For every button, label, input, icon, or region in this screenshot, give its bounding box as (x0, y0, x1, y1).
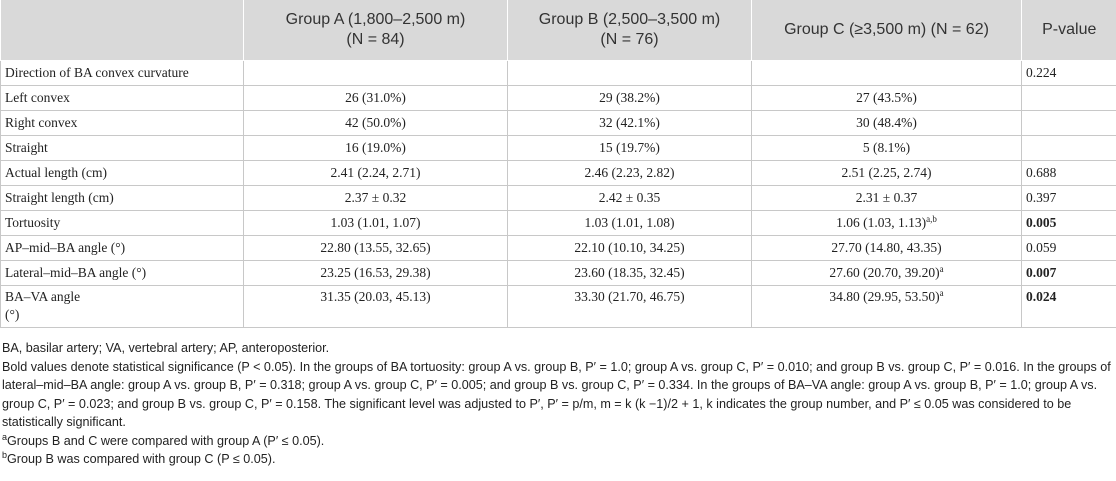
cell-p-value: 0.397 (1021, 184, 1116, 211)
row-label: Right convex (0, 109, 244, 136)
cell-group-a: 42 (50.0%) (243, 109, 508, 136)
cell-p-value: 0.007 (1021, 259, 1116, 286)
cell-group-a: 26 (31.0%) (243, 84, 508, 111)
cell-group-b: 15 (19.7%) (507, 134, 752, 161)
header-group-c: Group C (≥3,500 m) (N = 62) (751, 0, 1022, 61)
cell-group-a: 31.35 (20.03, 45.13) (243, 284, 508, 328)
results-table: Group A (1,800–2,500 m) (N = 84) Group B… (0, 0, 1116, 328)
row-label: Left convex (0, 84, 244, 111)
footnote-b: bGroup B was compared with group C (P ≤ … (2, 450, 1114, 469)
cell-value: 1.06 (1.03, 1.13) (836, 214, 927, 230)
abbreviations-note: BA, basilar artery; VA, vertebral artery… (2, 341, 330, 355)
table-footnotes: BA, basilar artery; VA, vertebral artery… (2, 339, 1114, 469)
cell-value: 27.60 (20.70, 39.20) (829, 264, 940, 280)
cell-group-c: 2.51 (2.25, 2.74) (751, 159, 1022, 186)
footnote-marker: a (939, 287, 944, 298)
cell-p-value (1021, 134, 1116, 161)
table-row: Lateral–mid–BA angle (°) 23.25 (16.53, 2… (0, 259, 1116, 286)
cell-group-b: 22.10 (10.10, 34.25) (507, 234, 752, 261)
row-label: Direction of BA convex curvature (0, 59, 244, 86)
cell-p-value: 0.688 (1021, 159, 1116, 186)
cell-group-a: 16 (19.0%) (243, 134, 508, 161)
cell-group-a: 23.25 (16.53, 29.38) (243, 259, 508, 286)
cell-group-c (751, 59, 1022, 86)
table-row: Tortuosity 1.03 (1.01, 1.07) 1.03 (1.01,… (0, 209, 1116, 236)
cell-group-b: 32 (42.1%) (507, 109, 752, 136)
cell-group-c: 27.70 (14.80, 43.35) (751, 234, 1022, 261)
cell-group-c: 5 (8.1%) (751, 134, 1022, 161)
cell-group-a: 2.37 ± 0.32 (243, 184, 508, 211)
row-label: Straight length (cm) (0, 184, 244, 211)
cell-p-value (1021, 109, 1116, 136)
header-p-value: P-value (1021, 0, 1116, 61)
cell-group-b: 2.42 ± 0.35 (507, 184, 752, 211)
row-label: Actual length (cm) (0, 159, 244, 186)
significance-note: Bold values denote statistical significa… (2, 359, 1111, 430)
cell-p-value (1021, 84, 1116, 111)
cell-group-c: 2.31 ± 0.37 (751, 184, 1022, 211)
cell-value: 2.31 ± 0.37 (855, 189, 918, 205)
cell-group-a: 2.41 (2.24, 2.71) (243, 159, 508, 186)
header-group-b: Group B (2,500–3,500 m) (N = 76) (507, 0, 752, 61)
cell-value: 27.70 (14.80, 43.35) (831, 239, 942, 255)
cell-value: 34.80 (29.95, 53.50) (829, 288, 940, 304)
header-line2: (N = 76) (600, 30, 659, 48)
header-line1: Group C (≥3,500 m) (N = 62) (784, 20, 989, 38)
cell-group-b: 2.46 (2.23, 2.82) (507, 159, 752, 186)
footnote-a-marker: a (2, 431, 8, 442)
table-row: Left convex 26 (31.0%) 29 (38.2%) 27 (43… (0, 84, 1116, 111)
cell-group-c: 27.60 (20.70, 39.20)a (751, 259, 1022, 286)
cell-p-value: 0.024 (1021, 284, 1116, 328)
header-label-col (0, 0, 244, 61)
cell-value: 30 (48.4%) (856, 114, 917, 130)
header-line1: Group B (2,500–3,500 m) (538, 10, 721, 28)
cell-group-c: 1.06 (1.03, 1.13)a,b (751, 209, 1022, 236)
table-row: Actual length (cm) 2.41 (2.24, 2.71) 2.4… (0, 159, 1116, 186)
row-label: Tortuosity (0, 209, 244, 236)
footnote-b-marker: b (2, 450, 8, 460)
table-row: BA–VA angle (°) 31.35 (20.03, 45.13) 33.… (0, 284, 1116, 328)
table-row: AP–mid–BA angle (°) 22.80 (13.55, 32.65)… (0, 234, 1116, 261)
header-group-a: Group A (1,800–2,500 m) (N = 84) (243, 0, 508, 61)
header-row: Group A (1,800–2,500 m) (N = 84) Group B… (0, 0, 1116, 61)
row-label: Straight (0, 134, 244, 161)
cell-value: 2.51 (2.25, 2.74) (841, 164, 932, 180)
cell-p-value: 0.224 (1021, 59, 1116, 86)
footnote-b-text: Group B was compared with group C (P ≤ 0… (7, 452, 276, 466)
header-line1: P-value (1042, 20, 1097, 38)
header-line1: Group A (1,800–2,500 m) (285, 10, 466, 28)
cell-group-b: 1.03 (1.01, 1.08) (507, 209, 752, 236)
footnote-a-text: Groups B and C were compared with group … (7, 433, 325, 448)
table-row: Straight length (cm) 2.37 ± 0.32 2.42 ± … (0, 184, 1116, 211)
header-line2: (N = 84) (346, 30, 405, 48)
cell-group-c: 30 (48.4%) (751, 109, 1022, 136)
table-row: Straight 16 (19.0%) 15 (19.7%) 5 (8.1%) (0, 134, 1116, 161)
table-row: Right convex 42 (50.0%) 32 (42.1%) 30 (4… (0, 109, 1116, 136)
cell-value: 5 (8.1%) (862, 139, 911, 155)
cell-group-a (243, 59, 508, 86)
cell-group-a: 1.03 (1.01, 1.07) (243, 209, 508, 236)
row-label: BA–VA angle (°) (0, 284, 244, 328)
cell-value: 27 (43.5%) (856, 89, 917, 105)
footnote-marker: a (939, 263, 944, 274)
footnote-a: aGroups B and C were compared with group… (2, 432, 1114, 451)
cell-group-b: 29 (38.2%) (507, 84, 752, 111)
cell-p-value: 0.005 (1021, 209, 1116, 236)
row-label: AP–mid–BA angle (°) (0, 234, 244, 261)
table-row: Direction of BA convex curvature 0.224 (0, 59, 1116, 86)
cell-p-value: 0.059 (1021, 234, 1116, 261)
cell-group-c: 27 (43.5%) (751, 84, 1022, 111)
cell-group-b (507, 59, 752, 86)
cell-group-b: 23.60 (18.35, 32.45) (507, 259, 752, 286)
cell-group-b: 33.30 (21.70, 46.75) (507, 284, 752, 328)
cell-group-c: 34.80 (29.95, 53.50)a (751, 284, 1022, 328)
row-label: Lateral–mid–BA angle (°) (0, 259, 244, 286)
footnote-marker: a,b (926, 213, 937, 224)
cell-group-a: 22.80 (13.55, 32.65) (243, 234, 508, 261)
